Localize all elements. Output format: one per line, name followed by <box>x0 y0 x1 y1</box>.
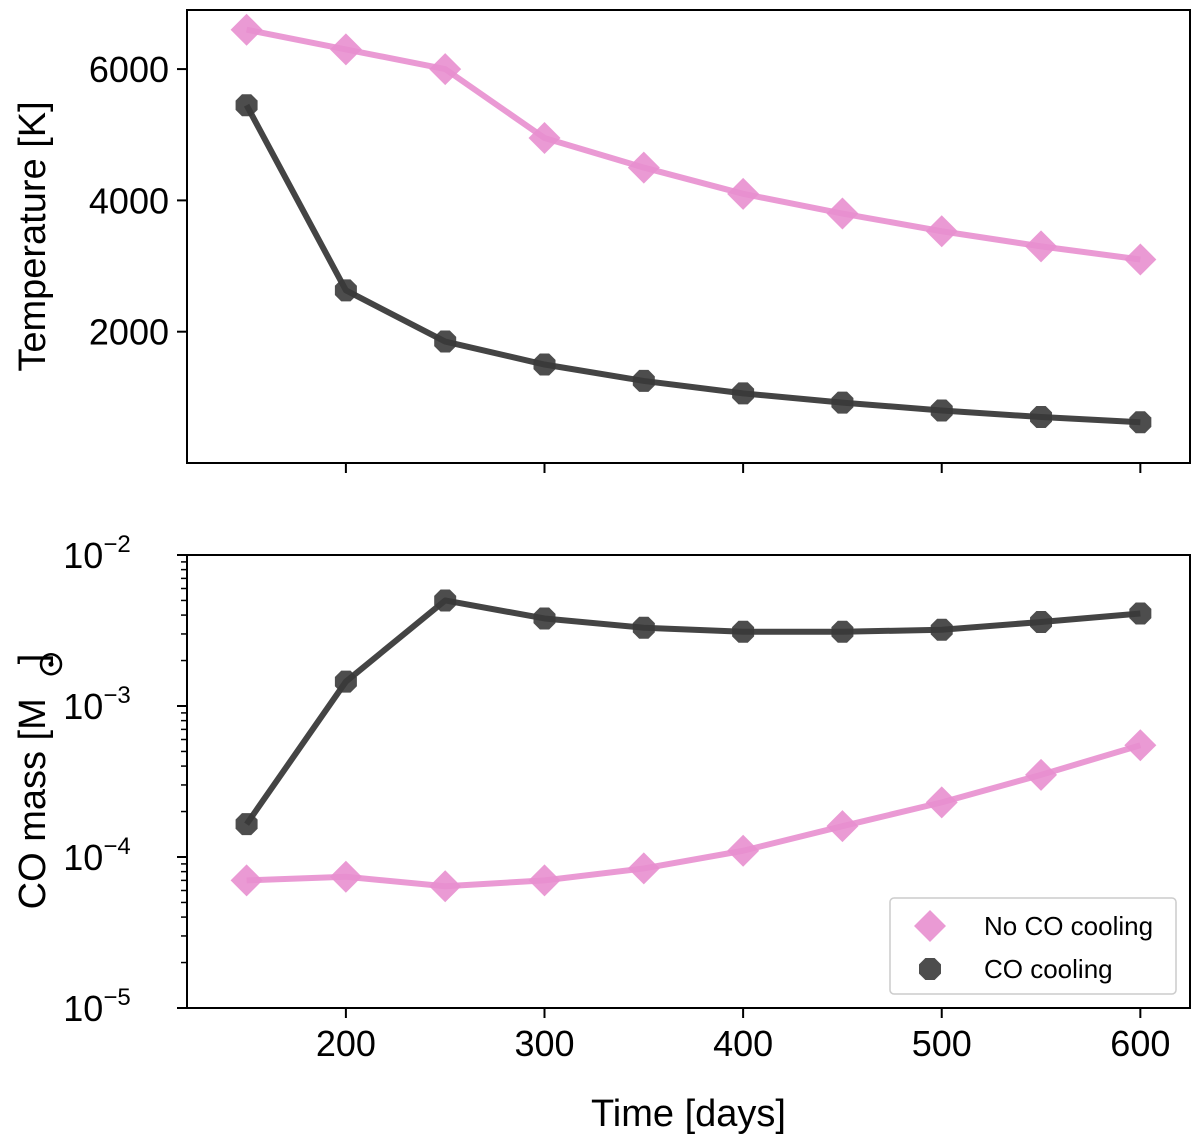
data-point <box>627 852 660 885</box>
data-point <box>235 94 258 117</box>
x-tick-label: 600 <box>1110 1023 1170 1064</box>
data-point <box>1030 610 1053 633</box>
series-line <box>244 597 1141 826</box>
y-tick-label: 6000 <box>89 49 169 90</box>
legend-box <box>889 897 1177 995</box>
data-point <box>632 616 655 639</box>
y-tick-label: 10−4 <box>63 833 130 878</box>
data-point <box>329 33 362 66</box>
data-point <box>1129 602 1152 625</box>
data-point <box>1025 758 1058 791</box>
data-point <box>925 215 958 248</box>
series-line <box>246 26 1141 263</box>
data-point <box>632 369 655 392</box>
data-point <box>727 834 760 867</box>
data-point <box>230 864 263 897</box>
axes-frame <box>186 554 1191 1009</box>
axes-frame <box>186 9 1191 464</box>
x-tick-label: 500 <box>912 1023 972 1064</box>
x-axis-label: Time [days] <box>591 1093 786 1135</box>
data-point <box>329 860 362 893</box>
data-point <box>230 13 263 46</box>
data-point <box>732 620 755 643</box>
data-point <box>533 607 556 630</box>
y-tick-label: 2000 <box>89 312 169 353</box>
data-point <box>434 589 457 612</box>
data-point <box>1129 411 1152 434</box>
data-point <box>1124 243 1157 276</box>
data-point <box>930 618 953 641</box>
x-tick-label: 400 <box>713 1023 773 1064</box>
data-point <box>831 391 854 414</box>
data-point <box>826 197 859 230</box>
legend-label: CO cooling <box>984 954 1113 984</box>
data-point <box>930 399 953 422</box>
y-tick-label: 10−3 <box>63 682 130 727</box>
data-point <box>1124 729 1157 762</box>
y-axis-label: CO mass [M] <box>12 654 54 910</box>
data-point <box>528 864 561 897</box>
data-point <box>429 870 462 903</box>
x-tick-label: 300 <box>514 1023 574 1064</box>
series-line <box>246 742 1142 890</box>
data-point <box>533 353 556 376</box>
data-point <box>528 122 561 155</box>
data-point <box>434 330 457 353</box>
co-mass-panel: 200 300 400 500 600 10−5 10−4 10−3 10−2 CO mass [… <box>12 531 1191 1135</box>
data-point <box>831 620 854 643</box>
data-point <box>334 670 357 693</box>
series-line <box>243 103 1141 426</box>
data-point <box>334 279 357 302</box>
sun-symbol <box>39 652 63 676</box>
y-tick-label: 4000 <box>89 180 169 221</box>
legend-marker <box>919 958 941 980</box>
data-point <box>925 786 958 819</box>
legend-label: No CO cooling <box>984 911 1153 941</box>
data-point <box>429 53 462 86</box>
data-point <box>732 382 755 405</box>
legend-marker <box>914 910 946 942</box>
data-point <box>826 810 859 843</box>
data-point <box>1030 406 1053 429</box>
data-point <box>1025 230 1058 263</box>
y-tick-label: 10−2 <box>63 531 130 576</box>
data-point <box>727 177 760 210</box>
temperature-panel: 2000 4000 6000 Temperature [K] <box>12 9 1191 473</box>
x-tick-label: 200 <box>316 1023 376 1064</box>
data-point <box>627 151 660 184</box>
y-axis-label: Temperature [K] <box>12 101 54 371</box>
y-tick-label: 10−5 <box>63 984 130 1029</box>
data-point <box>235 813 258 836</box>
